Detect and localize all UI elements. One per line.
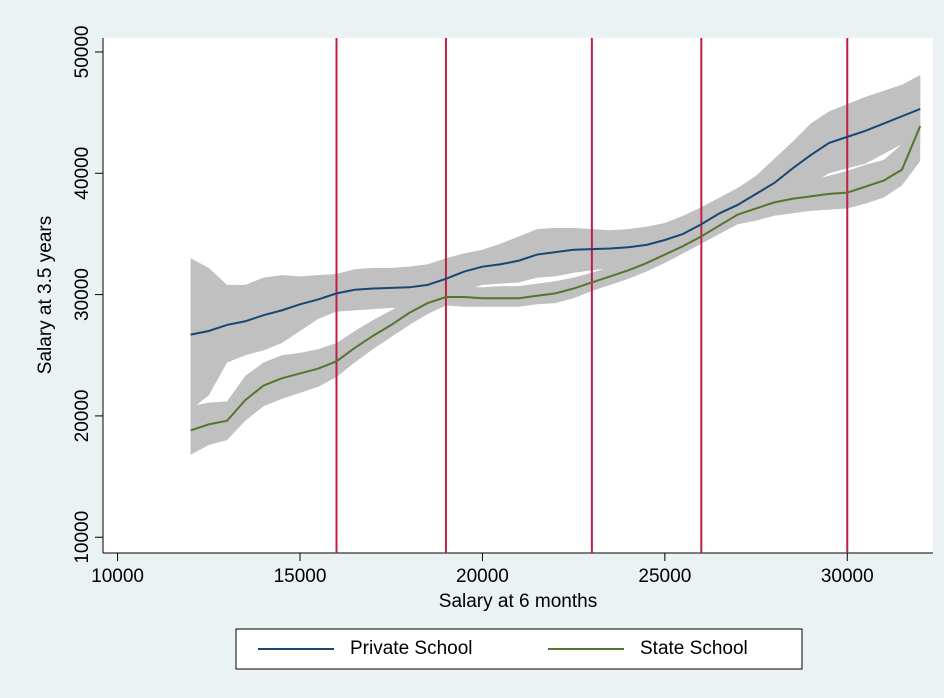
legend-label: Private School [350,638,473,659]
x-axis-title: Salary at 6 months [439,591,597,612]
confidence-band [190,75,921,410]
series-line [190,125,922,432]
y-tick-label: 20000 [72,389,93,442]
y-tick-label: 30000 [72,268,93,321]
x-tick-label: 30000 [821,566,874,587]
y-axis-title: Salary at 3.5 years [35,216,56,374]
x-tick-label: 20000 [456,566,509,587]
series-line [190,108,921,336]
x-tick-label: 15000 [274,566,327,587]
x-tick-label: 25000 [638,566,691,587]
y-tick-label: 40000 [72,147,93,200]
x-tick-label: 10000 [91,566,144,587]
y-tick-label: 50000 [72,26,93,79]
y-tick-label: 10000 [72,511,93,564]
legend-label: State School [640,638,748,659]
